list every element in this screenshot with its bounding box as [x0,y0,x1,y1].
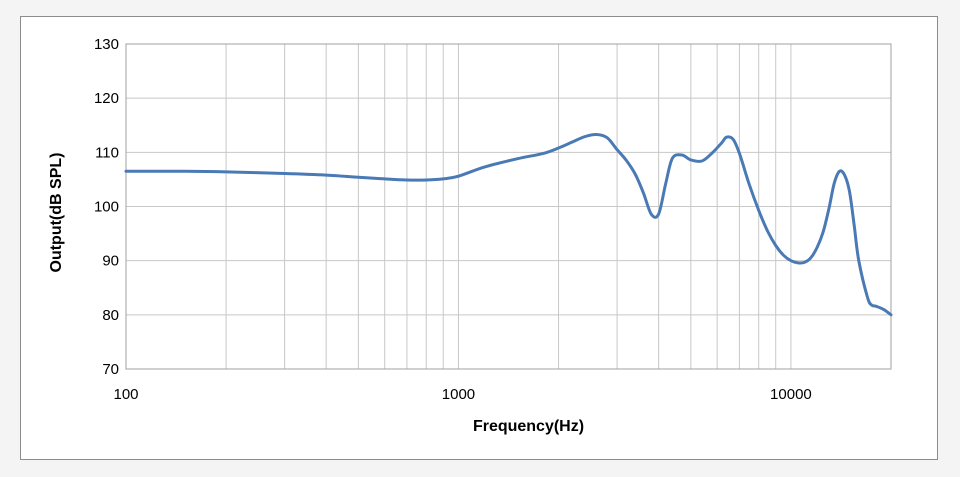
frequency-response-line [124,132,893,317]
y-tick-labels: 70 80 90 100 110 120 130 [94,36,119,378]
y-tick-label: 100 [94,199,119,216]
y-tick-label: 70 [102,361,119,378]
line-chart: 70 80 90 100 110 120 130 100 1000 10000 Frequenc… [48,36,893,435]
grid [126,43,891,370]
x-tick-label: 100 [113,386,138,403]
y-tick-label: 80 [102,307,119,324]
y-tick-label: 130 [94,36,119,53]
chart-frame: 70 80 90 100 110 120 130 100 1000 10000 Frequenc… [20,16,938,460]
y-tick-label: 90 [102,253,119,270]
plot-area-border [125,43,892,370]
y-tick-label: 120 [94,90,119,107]
x-axis-title: Frequency(Hz) [473,418,584,435]
x-tick-label: 1000 [442,386,475,403]
y-tick-label: 110 [95,144,119,161]
y-axis-title: Output(dB SPL) [48,153,65,273]
x-tick-label: 10000 [770,386,812,403]
x-tick-labels: 100 1000 10000 [113,386,811,403]
